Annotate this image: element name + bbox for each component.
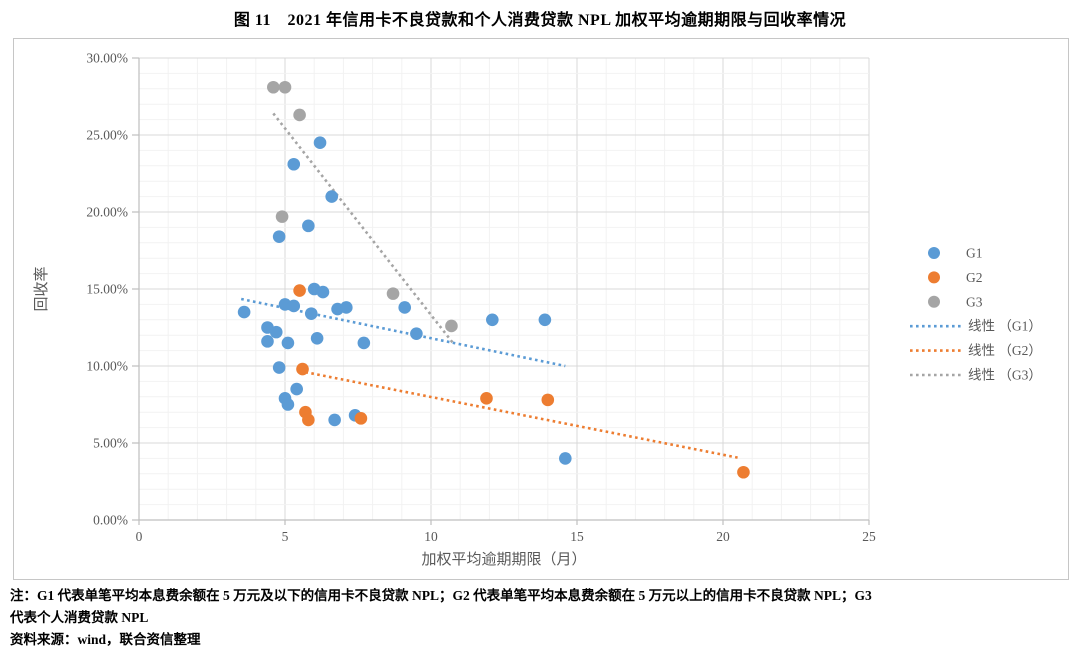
data-point-g1[interactable] [316, 285, 330, 299]
data-point-g3[interactable] [293, 108, 306, 122]
legend-marker-dot[interactable] [928, 247, 940, 259]
data-point-g1[interactable] [398, 301, 412, 314]
legend-label[interactable]: G2 [966, 270, 983, 285]
data-point-g1[interactable] [410, 327, 423, 340]
chart-title: 图 11 2021 年信用卡不良贷款和个人消费贷款 NPL 加权平均逾期期限与回… [233, 12, 847, 29]
series-g2 [293, 284, 750, 479]
gridlines [139, 57, 870, 520]
series-g3 [267, 80, 458, 333]
data-point-g1[interactable] [313, 136, 327, 149]
data-point-g1[interactable] [357, 336, 371, 350]
y-tick-label: 30.00% [86, 51, 128, 66]
scatter-chart: 0.00% 5.00% 10.00% 15.00% 20.00% 25.00% 30.00%… [33, 51, 1042, 569]
data-point-g2[interactable] [293, 284, 306, 297]
legend-label[interactable]: G3 [966, 294, 983, 309]
y-tick-label: 25.00% [86, 128, 128, 143]
data-point-g1[interactable] [538, 313, 552, 327]
data-point-g2[interactable] [480, 392, 493, 405]
data-point-g1[interactable] [281, 398, 295, 411]
data-point-g1[interactable] [340, 301, 353, 314]
legend-label[interactable]: 线性 （G3） [968, 368, 1042, 383]
data-point-g2[interactable] [302, 413, 315, 427]
x-tick-label: 0 [136, 529, 143, 544]
x-tick-label: 5 [282, 529, 289, 544]
x-tick-label: 20 [716, 529, 730, 544]
footnote-source: 资料来源：wind，联合资信整理 [10, 632, 201, 647]
data-point-g1[interactable] [486, 313, 499, 327]
footnote-line-1: 注：G1 代表单笔平均本息费余额在 5 万元及以下的信用卡不良贷款 NPL；G2… [10, 588, 872, 603]
footnotes: 注：G1 代表单笔平均本息费余额在 5 万元及以下的信用卡不良贷款 NPL；G2… [10, 585, 1080, 651]
data-point-g3[interactable] [278, 80, 292, 94]
data-point-g1[interactable] [302, 219, 315, 233]
y-axis-title: 回收率 [33, 266, 50, 311]
trendline-g3 [272, 112, 454, 344]
data-point-g1[interactable] [272, 361, 286, 374]
legend-label[interactable]: 线性 （G2） [968, 343, 1042, 358]
y-tick-label: 15.00% [86, 282, 128, 297]
legend: G1 G2 G3 线性 （G1） 线性 （G2） 线性 （G3） [910, 246, 1042, 383]
footnote-line-2: 代表个人消费贷款 NPL [10, 610, 149, 625]
data-point-g2[interactable] [541, 393, 555, 407]
y-tick-label: 5.00% [93, 436, 128, 451]
axes: 0.00% 5.00% 10.00% 15.00% 20.00% 25.00% 30.00%… [86, 51, 876, 545]
data-point-g1[interactable] [272, 230, 286, 243]
data-point-g1[interactable] [304, 307, 318, 320]
data-point-g1[interactable] [559, 452, 572, 465]
data-point-g1[interactable] [287, 299, 301, 313]
data-point-g3[interactable] [267, 80, 280, 94]
data-point-g1[interactable] [269, 325, 283, 339]
trendline-g2 [305, 370, 738, 459]
y-tick-label: 0.00% [93, 513, 128, 528]
data-point-g2[interactable] [296, 362, 309, 376]
chart-area: 0.00% 5.00% 10.00% 15.00% 20.00% 25.00% 30.00%… [13, 38, 1069, 580]
y-tick-label: 10.00% [86, 359, 128, 374]
data-point-g2[interactable] [354, 412, 368, 425]
data-point-g3[interactable] [386, 287, 400, 300]
series-g1 [237, 136, 572, 465]
x-axis-title: 加权平均逾期期限（月） [421, 551, 586, 568]
data-point-g1[interactable] [310, 331, 324, 345]
data-point-g1[interactable] [261, 335, 274, 348]
legend-marker-dot[interactable] [928, 271, 940, 284]
data-point-g1[interactable] [281, 336, 295, 350]
legend-marker-dot[interactable] [928, 295, 940, 308]
x-tick-label: 15 [570, 529, 584, 544]
data-point-g1[interactable] [328, 413, 341, 427]
data-point-g3[interactable] [445, 319, 458, 333]
legend-label[interactable]: 线性 （G1） [968, 319, 1042, 334]
data-point-g2[interactable] [737, 465, 750, 479]
y-tick-label: 20.00% [86, 205, 128, 220]
data-point-g1[interactable] [325, 190, 339, 203]
data-point-g1[interactable] [290, 382, 303, 396]
x-tick-label: 10 [424, 529, 438, 544]
data-point-g1[interactable] [237, 305, 251, 319]
data-point-g1[interactable] [287, 157, 301, 171]
x-tick-label: 25 [862, 529, 876, 544]
data-point-g3[interactable] [275, 210, 289, 223]
legend-label[interactable]: G1 [966, 246, 983, 261]
